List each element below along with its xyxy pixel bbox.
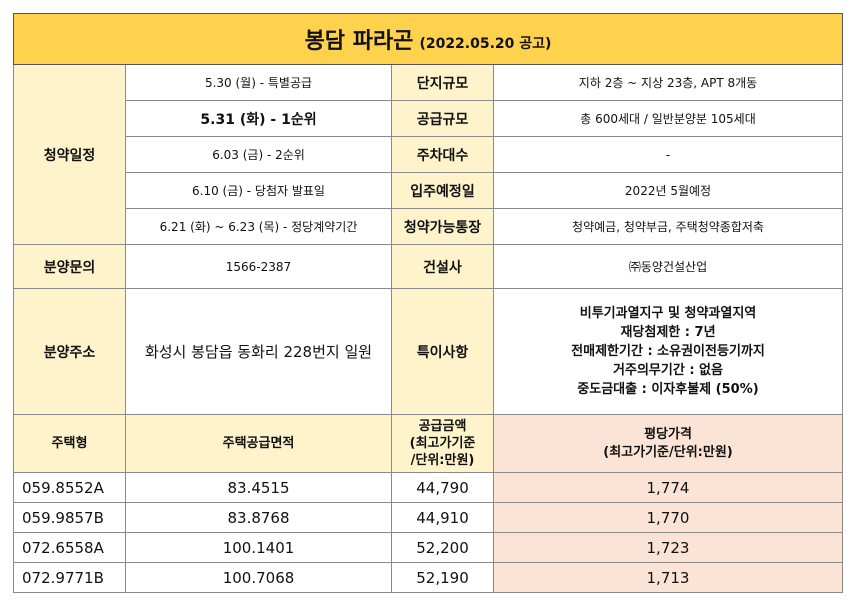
address-value: 화성시 봉담읍 동화리 228번지 일원 — [125, 288, 392, 415]
table-row: 059.8552A 83.4515 44,790 1,774 — [13, 472, 843, 503]
apartment-info-table: 봉담 파라곤 (2022.05.20 공고) 청약일정 5.30 (월) - 특별… — [13, 13, 843, 593]
special-notes: 비투기과열지구 및 청약과열지역 재당첨제한 : 7년 전매제한기간 : 소유권… — [493, 288, 843, 415]
info-label: 청약가능통장 — [391, 208, 494, 245]
header-line: /단위:만원) — [410, 453, 475, 468]
info-value: 청약예금, 청약부금, 주택청약종합저축 — [493, 208, 843, 245]
info-value: 2022년 5월예정 — [493, 172, 843, 209]
schedule-item: 6.10 (금) - 당첨자 발표일 — [125, 172, 392, 209]
unit-type: 072.6558A — [13, 532, 126, 563]
title-sub: (2022.05.20 공고) — [419, 36, 552, 52]
header-line: (최고가기준 — [409, 436, 476, 451]
inquiry-phone: 1566-2387 — [125, 244, 392, 289]
builder-label: 건설사 — [391, 244, 494, 289]
unit-type: 059.9857B — [13, 502, 126, 533]
unit-pyeong-price: 1,774 — [493, 472, 843, 503]
schedule-label: 청약일정 — [13, 64, 126, 245]
info-label: 입주예정일 — [391, 172, 494, 209]
unit-price: 52,200 — [391, 532, 494, 563]
unit-pyeong-price: 1,723 — [493, 532, 843, 563]
page-title: 봉담 파라곤 (2022.05.20 공고) — [13, 13, 843, 65]
special-line: 중도금대출 : 이자후불제 (50%) — [577, 382, 759, 397]
unit-area: 83.8768 — [125, 502, 392, 533]
table-row: 059.9857B 83.8768 44,910 1,770 — [13, 502, 843, 533]
unit-type: 059.8552A — [13, 472, 126, 503]
schedule-item: 5.30 (월) - 특별공급 — [125, 64, 392, 101]
unit-type: 072.9771B — [13, 562, 126, 593]
unit-type-header: 주택형 — [13, 414, 126, 473]
unit-price: 52,190 — [391, 562, 494, 593]
unit-pyeong-price: 1,770 — [493, 502, 843, 533]
schedule-item: 6.03 (금) - 2순위 — [125, 136, 392, 173]
special-line: 비투기과열지구 및 청약과열지역 — [579, 306, 757, 321]
unit-pyeong-header: 평당가격 (최고가기준/단위:만원) — [493, 414, 843, 473]
table-row: 072.6558A 100.1401 52,200 1,723 — [13, 532, 843, 563]
title-main: 봉담 파라곤 — [304, 29, 414, 54]
special-label: 특이사항 — [391, 288, 494, 415]
info-label: 공급규모 — [391, 100, 494, 137]
info-value: 총 600세대 / 일반분양분 105세대 — [493, 100, 843, 137]
unit-area: 100.1401 — [125, 532, 392, 563]
unit-price: 44,910 — [391, 502, 494, 533]
schedule-item: 6.21 (화) ~ 6.23 (목) - 정당계약기간 — [125, 208, 392, 245]
info-label: 단지규모 — [391, 64, 494, 101]
inquiry-label: 분양문의 — [13, 244, 126, 289]
unit-pyeong-price: 1,713 — [493, 562, 843, 593]
header-line: 평당가격 — [644, 426, 692, 442]
builder-value: ㈜동양건설산업 — [493, 244, 843, 289]
unit-area: 83.4515 — [125, 472, 392, 503]
special-line: 재당첨제한 : 7년 — [620, 325, 716, 340]
header-line: (최고가기준/단위:만원) — [603, 444, 733, 460]
schedule-item: 5.31 (화) - 1순위 — [125, 100, 392, 137]
special-line: 거주의무기간 : 없음 — [613, 363, 723, 378]
unit-area-header: 주택공급면적 — [125, 414, 392, 473]
info-value: 지하 2층 ~ 지상 23층, APT 8개동 — [493, 64, 843, 101]
table-row: 072.9771B 100.7068 52,190 1,713 — [13, 562, 843, 593]
header-line: 공급금액 — [418, 419, 467, 434]
info-label: 주차대수 — [391, 136, 494, 173]
unit-price: 44,790 — [391, 472, 494, 503]
special-line: 전매제한기간 : 소유권이전등기까지 — [571, 344, 765, 359]
unit-price-header: 공급금액 (최고가기준 /단위:만원) — [391, 414, 494, 473]
unit-area: 100.7068 — [125, 562, 392, 593]
info-value: - — [493, 136, 843, 173]
address-label: 분양주소 — [13, 288, 126, 415]
